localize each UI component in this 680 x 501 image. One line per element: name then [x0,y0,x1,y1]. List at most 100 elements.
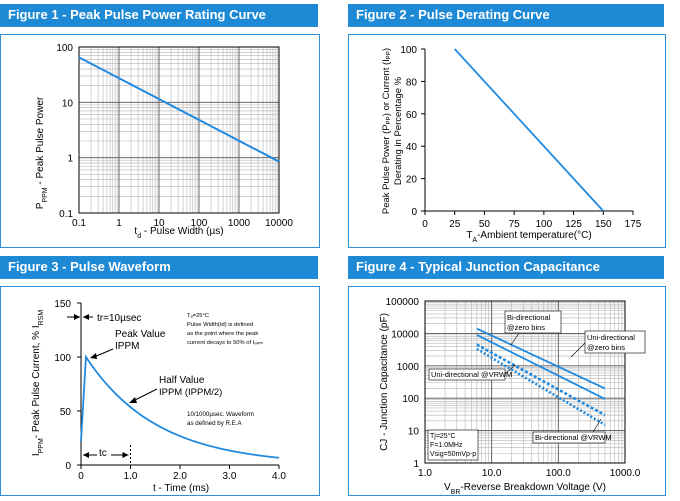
y-tick-label: 100 [400,45,417,56]
half-arrowhead [129,397,137,403]
bi-zero-pointer [510,332,520,346]
half-arrow [132,388,158,402]
uni-zero-label-line1: Uni-directional [587,333,635,342]
x-tick-label: 0 [422,219,428,230]
x-tick-label: 4.0 [272,471,286,482]
figure3-panel: 0 1.0 2.0 3.0 4.0 0 50 100 150 tr=10µsec Peak Valu… [0,286,320,496]
x-tick-label: 1 [116,218,122,229]
waveform-note: as defined by R.E.A [187,420,243,427]
y-tick-label: 0 [411,207,417,218]
x-tick-label: 1.0 [124,471,138,482]
y-tick-label: 10 [408,427,420,438]
uni-vrwm-label-box [428,368,506,381]
bi-zero-label-line2: @zero bins [507,323,545,332]
uni-zero-line [476,334,606,400]
x-tick-label: 1.0 [418,468,432,479]
y-axis-label-line2: Derating in Percentage % [393,76,404,185]
tc-label: tc [99,448,107,459]
y-axis-label: CJ - Junction Capacitance (pF) [379,313,390,451]
bi-zero-label-box [504,310,562,334]
figure4-panel: 1.0 10.0 100.0 1000.0 1 10 100 1000 10000 100000 B… [348,286,666,496]
x-tick-label: 150 [595,219,612,230]
y-tick-label: 50 [60,407,72,418]
x-tick-label: 100 [536,219,553,230]
x-tick-label: 10.0 [482,468,502,479]
peak-arrow [93,348,114,358]
conditions-text: F=1.0MHz [430,442,463,449]
bi-zero-label-line1: Bi-directional [507,313,551,322]
figure4-header: Figure 4 - Typical Junction Capacitance [348,256,664,278]
x-axis-label: td - Pulse Width (µs) [134,226,223,240]
conditions-text: Tₐ=25°C [187,313,209,319]
half-label-line1: Half Value [159,375,205,386]
y-tick-label: 100 [402,394,419,405]
x-axis-label: t - Time (ms) [153,483,209,494]
bi-vrwm-label-box [532,431,606,444]
pppm-curve [78,56,280,163]
peak-label-line2: IPPM [115,341,139,352]
x-tick-label: 125 [565,219,582,230]
y-tick-label: 10000 [391,329,419,340]
y-tick-label: 150 [54,299,71,310]
x-tick-label: 100.0 [546,468,571,479]
x-tick-label: 1000 [228,218,251,229]
y-tick-label: 1 [67,154,73,165]
y-tick-label: 1 [413,459,419,470]
tc-label-bg [97,446,111,458]
figure3-chart: 0 1.0 2.0 3.0 4.0 0 50 100 150 tr=10µsec Peak Valu… [31,299,286,494]
x-tick-label: 25 [449,219,461,230]
figure4-chart: 1.0 10.0 100.0 1000.0 1 10 100 1000 10000 100000 B… [379,297,646,496]
conditions-box [427,429,479,461]
uni-vrwm-label: Uni-directional @VRWM [431,370,512,379]
figure3-header: Figure 3 - Pulse Waveform [0,256,318,278]
y-tick-label: 100 [54,353,71,364]
peak-label-line1: Peak Value [115,329,166,340]
bi-vrwm-line [476,347,606,427]
figure2-header: Figure 2 - Pulse Derating Curve [348,4,664,26]
conditions-text: Tj=25°C [430,432,456,440]
plot-frame [424,300,626,464]
bi-vrwm-label: Bi-directional @VRWM [535,433,612,442]
x-tick-label: 75 [509,219,521,230]
x-tick-label: 0 [78,471,84,482]
y-tick-label: 0 [65,461,71,472]
conditions-text: current decays to 50% of Iₚₚₘ [187,340,263,346]
y-tick-label: 100 [56,43,73,54]
conditions-text: as the point where the peak [187,331,258,337]
figure2-chart: 0 25 50 75 100 125 150 175020406080100TA-Ambien… [381,45,642,244]
y-axis-label: PPPM - Peak Pulse Power [35,96,49,209]
y-tick-label: 40 [406,142,418,153]
y-axis-label-line1: Peak Pulse Power (Pₚₚ) or Current (Iₚₚ) [381,48,392,214]
bi-zero-line [476,327,606,390]
x-tick-label: 2.0 [173,471,187,482]
peak-arrowhead [90,353,97,359]
half-label-line2: IPPM (IPPM/2) [159,387,222,398]
tc-arrowhead-left [83,452,89,458]
x-tick-label: 10000 [265,218,293,229]
x-tick-label: 0.1 [72,218,86,229]
x-tick-label: 100 [191,218,208,229]
plot-frame [78,46,280,214]
uni-zero-label-line2: @zero bins [587,343,625,352]
bi-vrwm-pointer [592,418,602,433]
tr-arrowhead-left [74,314,80,320]
x-tick-label: 3.0 [223,471,237,482]
tc-arrowhead-right [122,452,129,458]
x-tick-label: 50 [479,219,491,230]
tr-label: tr=10µsec [97,313,141,324]
y-tick-label: 20 [406,175,418,186]
figure1-header: Figure 1 - Peak Pulse Power Rating Curve [0,4,318,26]
y-tick-label: 10 [62,98,74,109]
uni-zero-label-box [584,330,646,354]
x-axis-label: VBR-Reverse Breakdown Voltage (V) [444,482,606,496]
uni-vrwm-pointer [504,364,516,375]
y-tick-label: 60 [406,110,418,121]
y-axis-label: IPPM- Peak Pulse Current, % IRSM [31,310,45,457]
y-tick-label: 80 [406,77,418,88]
uni-zero-pointer [570,342,586,358]
x-tick-label: 1000.0 [610,468,641,479]
x-axis-label: TA-Ambient temperature(°C) [466,230,591,244]
y-tick-label: 100000 [386,297,420,308]
figure1-panel: 0.1 1 10 100 1000 10000 0.1 1 10 100 td - Pulse Wi… [0,34,320,248]
